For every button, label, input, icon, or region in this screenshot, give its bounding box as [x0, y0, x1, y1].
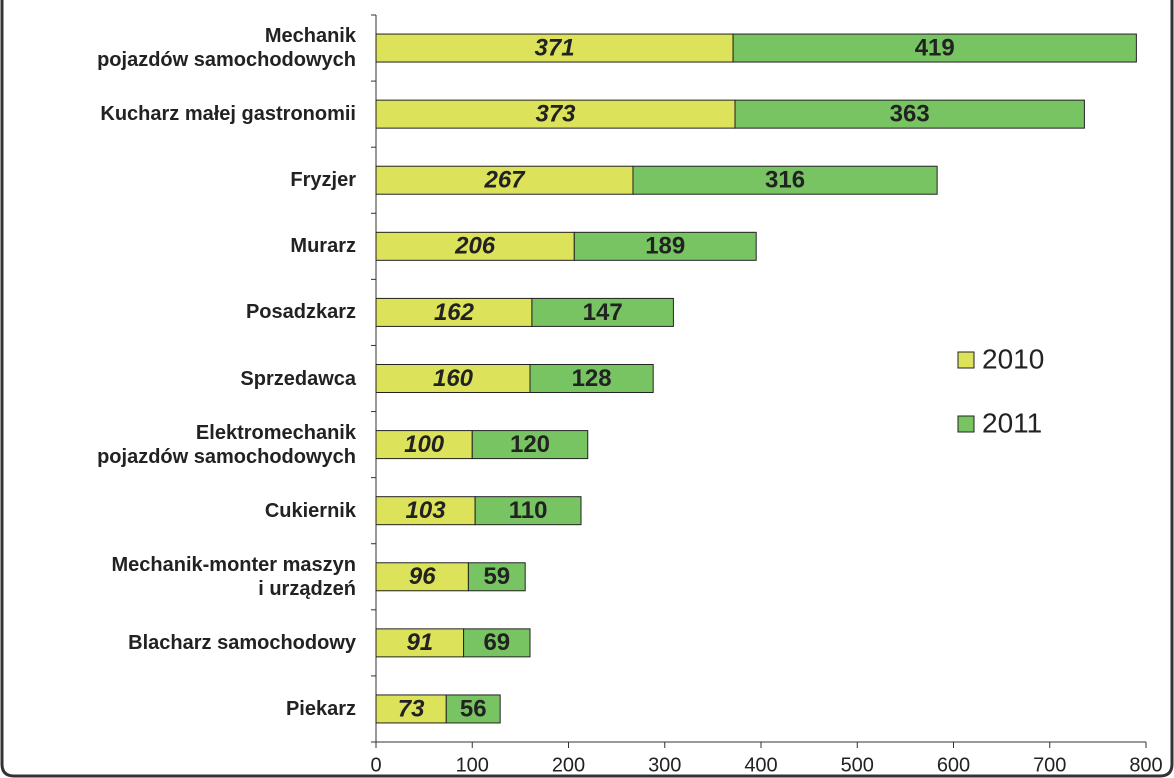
- data-label: 147: [583, 299, 623, 326]
- data-label: 128: [572, 365, 612, 392]
- x-tick-label: 300: [648, 754, 681, 776]
- bar-segment: [375, 99, 736, 129]
- bar-segment: [375, 694, 447, 724]
- data-label: 419: [915, 34, 955, 61]
- data-label: 96: [409, 563, 436, 590]
- legend-label: 2010: [982, 343, 1044, 374]
- category-label: Sprzedawca: [240, 367, 356, 390]
- data-label: 371: [535, 34, 575, 61]
- data-label: 267: [483, 167, 526, 194]
- data-label: 91: [406, 629, 433, 656]
- x-tick-label: 400: [744, 754, 777, 776]
- category-label: Murarz: [290, 235, 356, 258]
- category-label: Blacharz samochodowy: [128, 631, 356, 654]
- bar-segment: [375, 364, 531, 393]
- category-label: Piekarz: [285, 697, 356, 720]
- bar-segment: [632, 165, 938, 195]
- x-tick-label: 800: [1129, 754, 1162, 776]
- category-label: Mechanik-monter maszyn i urządzeń: [111, 553, 356, 600]
- data-label: 100: [404, 431, 445, 458]
- data-label: 120: [510, 431, 550, 458]
- data-label: 162: [434, 299, 475, 326]
- category-label: Elektromechanik pojazdów samochodowych: [97, 421, 356, 468]
- category-label: Fryzjer: [290, 169, 356, 192]
- data-label: 59: [483, 563, 510, 590]
- bar-segment: [375, 33, 734, 63]
- category-label: Cukiernik: [264, 499, 356, 522]
- data-label: 110: [509, 497, 548, 524]
- data-label: 103: [406, 497, 447, 524]
- x-tick-label: 100: [456, 754, 489, 776]
- legend-label: 2011: [982, 407, 1042, 438]
- data-label: 373: [535, 100, 576, 127]
- bar-segment: [375, 165, 634, 195]
- x-tick-label: 200: [552, 754, 585, 776]
- data-label: 316: [765, 167, 805, 194]
- bar-segment: [531, 297, 674, 327]
- bar-segment: [732, 33, 1137, 63]
- category-label: Mechanik pojazdów samochodowych: [97, 25, 356, 72]
- data-label: 206: [454, 233, 496, 260]
- x-tick-label: 0: [370, 754, 381, 776]
- bar-segment: [734, 99, 1085, 129]
- bar-segment: [467, 562, 526, 592]
- bar-segment: [474, 496, 582, 526]
- bar-segment: [375, 496, 476, 526]
- data-label: 363: [890, 100, 930, 127]
- bar-segment: [573, 231, 757, 261]
- legend-swatch: [957, 415, 975, 433]
- category-label: Kucharz małej gastronomii: [100, 103, 356, 126]
- data-label: 56: [460, 695, 487, 722]
- bar-segment: [375, 297, 533, 327]
- data-label: 189: [645, 233, 685, 260]
- x-tick-label: 600: [937, 754, 970, 776]
- bar-segment: [375, 628, 465, 658]
- category-label: Posadzkarz: [245, 301, 356, 324]
- data-label: 69: [483, 629, 510, 656]
- bar-segment: [445, 694, 501, 724]
- data-label: 160: [433, 365, 474, 392]
- bar-segment: [375, 231, 575, 261]
- legend-swatch: [957, 351, 975, 369]
- x-tick-label: 700: [1033, 754, 1066, 776]
- x-tick-label: 500: [841, 754, 874, 776]
- data-label: 73: [398, 695, 425, 722]
- bar-segment: [471, 430, 589, 460]
- bar-segment: [463, 628, 531, 658]
- bar-segment: [529, 364, 654, 393]
